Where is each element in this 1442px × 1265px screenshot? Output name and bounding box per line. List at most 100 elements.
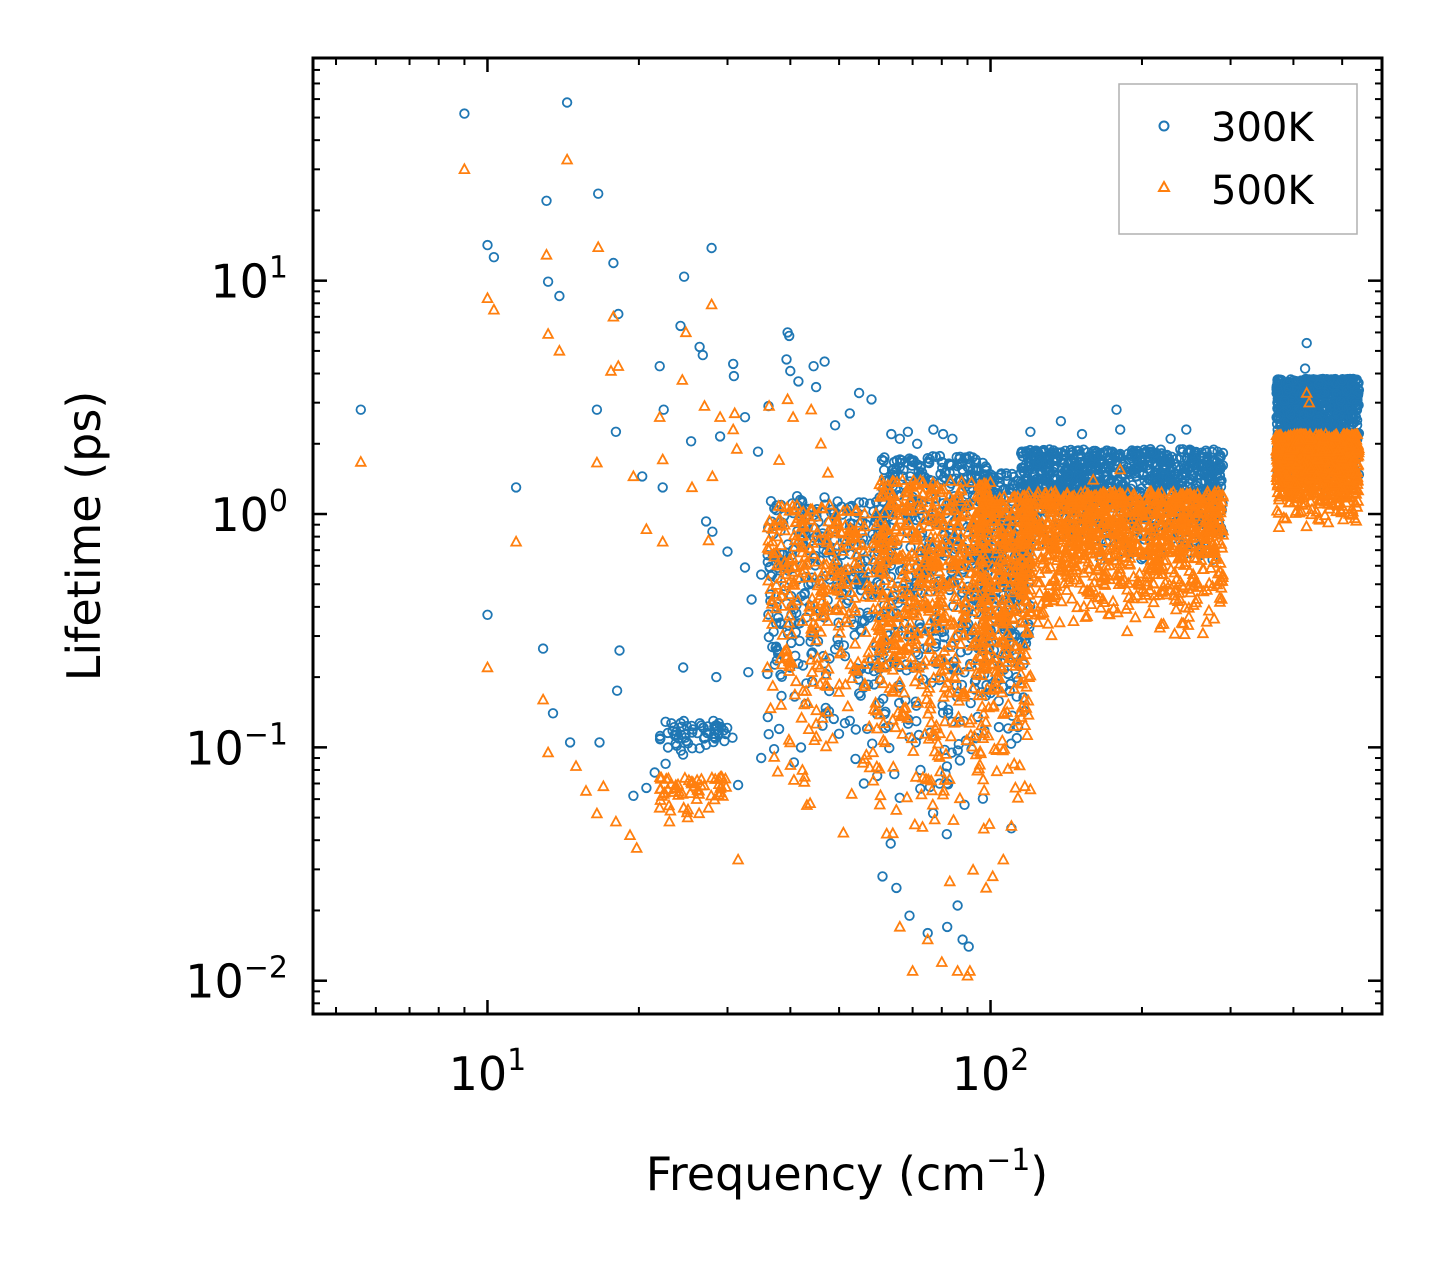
data-point — [924, 773, 938, 786]
data-point — [1001, 571, 1015, 584]
data-point — [890, 494, 904, 507]
data-point — [896, 591, 909, 604]
data-point — [909, 770, 923, 782]
data-point — [1009, 780, 1022, 793]
data-point — [614, 645, 625, 656]
data-point — [902, 484, 915, 497]
data-point — [1031, 489, 1044, 501]
data-point — [487, 302, 501, 315]
data-point — [1112, 475, 1124, 487]
data-point — [858, 778, 870, 789]
data-point — [941, 829, 953, 840]
data-point — [943, 458, 955, 469]
data-point — [1298, 389, 1309, 400]
data-point — [774, 571, 788, 583]
data-point — [937, 784, 951, 796]
data-point — [761, 520, 775, 533]
data-point — [925, 482, 939, 495]
data-point — [944, 474, 957, 486]
data-point — [976, 661, 990, 673]
data-point — [890, 519, 903, 531]
data-point — [833, 728, 845, 740]
data-point — [771, 764, 785, 777]
data-point — [722, 546, 733, 557]
data-point — [561, 97, 573, 108]
data-point — [1048, 463, 1059, 474]
data-point — [924, 570, 938, 582]
data-point — [853, 387, 865, 399]
data-point — [966, 739, 979, 752]
data-point — [1096, 534, 1110, 546]
data-point — [1096, 450, 1107, 462]
data-point — [1011, 732, 1023, 744]
data-point — [806, 675, 820, 687]
data-point — [844, 585, 858, 597]
data-point — [817, 564, 831, 577]
data-point — [784, 598, 798, 611]
data-point — [989, 560, 1003, 572]
data-point — [1272, 382, 1283, 393]
data-point — [975, 668, 989, 681]
data-point — [828, 713, 840, 725]
data-point — [916, 475, 930, 487]
data-point — [988, 514, 1001, 526]
data-point — [857, 544, 870, 557]
data-point — [966, 604, 979, 616]
data-point — [841, 699, 855, 712]
data-point — [942, 503, 955, 516]
data-point — [862, 582, 876, 594]
data-point — [914, 498, 928, 511]
data-point — [960, 534, 974, 546]
data-point — [763, 729, 774, 740]
data-point — [864, 498, 876, 509]
data-point — [678, 715, 690, 727]
data-point — [964, 566, 977, 579]
data-point — [1014, 705, 1027, 717]
data-point — [1085, 461, 1097, 473]
data-point — [796, 614, 809, 626]
data-point — [849, 573, 863, 585]
data-point — [662, 742, 674, 753]
data-point — [880, 826, 894, 839]
data-point — [1007, 756, 1021, 769]
data-point — [862, 645, 875, 658]
data-point — [995, 733, 1009, 746]
data-point — [911, 696, 925, 708]
data-point — [999, 637, 1013, 649]
data-point — [832, 685, 846, 697]
data-point — [793, 376, 804, 387]
data-point — [975, 501, 989, 513]
data-point — [1031, 615, 1045, 628]
data-point — [903, 615, 917, 628]
data-point — [611, 359, 625, 371]
data-point — [873, 643, 887, 656]
data-point — [952, 631, 964, 643]
data-point — [1019, 701, 1033, 713]
data-point — [611, 685, 623, 696]
data-point — [806, 547, 820, 559]
data-point — [925, 783, 939, 796]
data-point — [1013, 758, 1027, 771]
data-point — [828, 553, 842, 566]
data-point — [874, 788, 887, 801]
data-point — [885, 532, 899, 545]
data-point — [1020, 638, 1032, 649]
data-point — [732, 779, 744, 791]
data-point — [912, 661, 926, 673]
data-point — [1014, 667, 1028, 679]
data-point — [809, 716, 823, 729]
data-point — [879, 659, 892, 672]
data-point — [996, 852, 1010, 865]
data-point — [675, 745, 687, 756]
data-point — [627, 469, 640, 482]
data-point — [872, 561, 886, 573]
data-point — [1007, 612, 1020, 624]
data-point — [912, 668, 926, 681]
data-point — [929, 721, 942, 734]
data-point — [762, 668, 773, 680]
data-point — [992, 664, 1006, 677]
data-point — [1040, 482, 1051, 494]
data-point — [1077, 582, 1090, 594]
data-point — [877, 604, 891, 616]
data-point — [866, 394, 877, 405]
